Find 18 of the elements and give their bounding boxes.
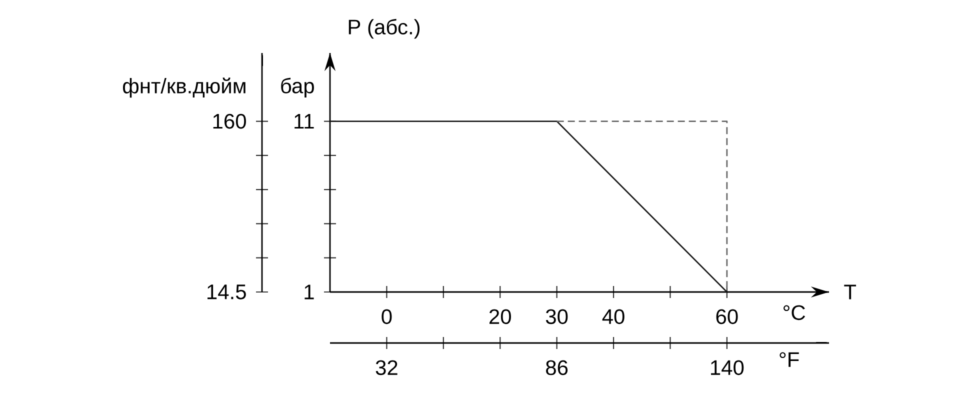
x2-axis-title: °F bbox=[780, 352, 799, 367]
y2-tick-label: 14.5 bbox=[208, 284, 246, 300]
x2-tick-label: 86 bbox=[546, 360, 568, 376]
x-tick-label: 60 bbox=[716, 309, 738, 324]
text: P (абс.) bbox=[348, 18, 420, 39]
y-tick-label: 11 bbox=[294, 114, 314, 129]
y2-axis-title: фнт/кв.дюйм bbox=[123, 78, 246, 98]
x-tick-label: 40 bbox=[602, 309, 624, 324]
x-tick-label: 20 bbox=[490, 309, 511, 324]
x-axis-title: °C bbox=[784, 305, 806, 320]
x-tick-label: 0 bbox=[382, 309, 392, 324]
x2-tick-label: 140 bbox=[711, 360, 744, 376]
x-tick-label: 30 bbox=[546, 309, 568, 324]
y2-tick-label: 160 bbox=[213, 114, 246, 129]
y-axis-title: бар bbox=[281, 78, 314, 98]
y-tick-label: 1 bbox=[304, 284, 314, 300]
x2-tick-label: 32 bbox=[376, 360, 398, 376]
text: T bbox=[844, 284, 856, 300]
